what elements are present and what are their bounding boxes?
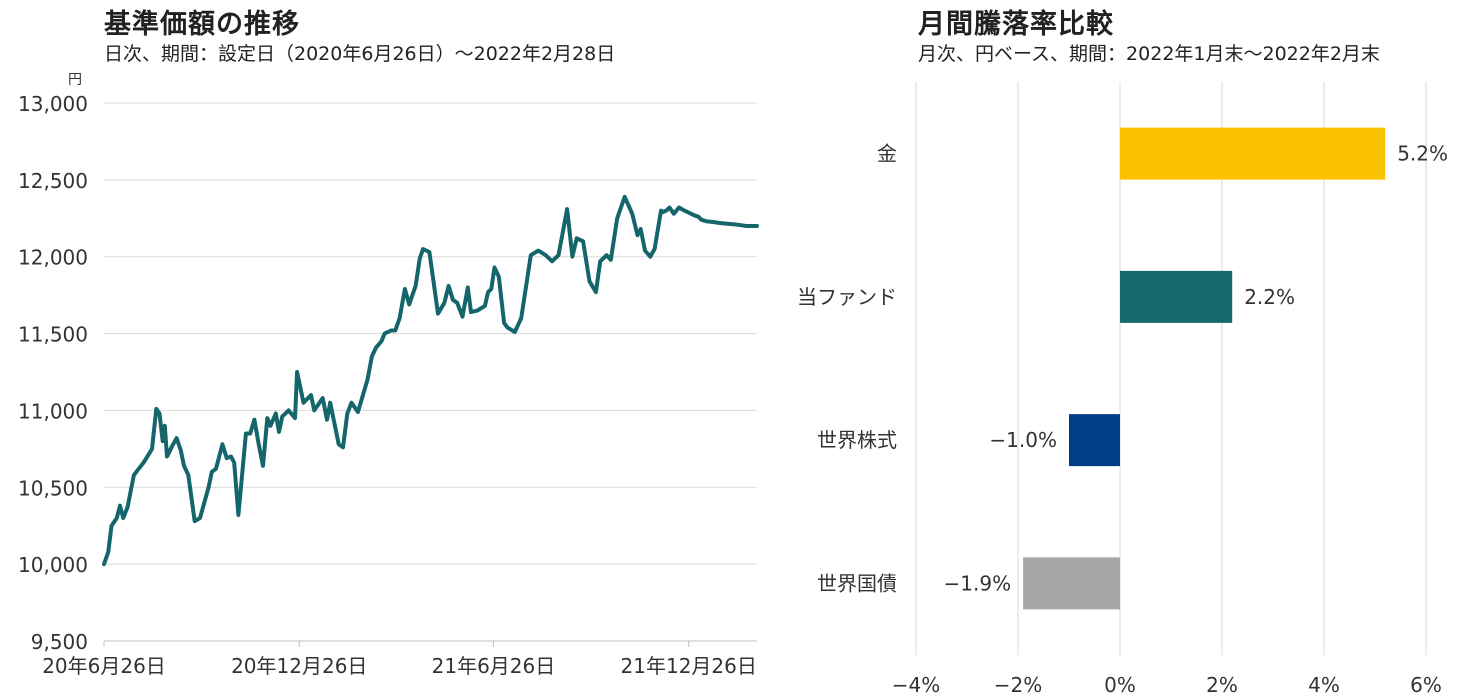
value-label: −1.0% — [989, 428, 1057, 452]
category-label: 世界国債 — [817, 571, 897, 595]
category-label: 金 — [877, 142, 897, 166]
category-label: 当ファンド — [797, 285, 897, 309]
value-label: −1.9% — [944, 571, 1012, 595]
bar-2 — [1120, 270, 1233, 323]
bar-3 — [1069, 414, 1120, 467]
line-chart-subtitle: 日次、期間：設定日（2020年6月26日）～2022年2月28日 — [104, 43, 616, 65]
y-tick-label: 13,000 — [18, 92, 88, 116]
y-tick-label: 12,500 — [18, 169, 88, 193]
bar-1 — [1120, 127, 1386, 180]
bar-4 — [1023, 557, 1120, 610]
bar-chart-title: 月間騰落率比較 — [918, 9, 1114, 40]
x-tick-label: 4% — [1308, 673, 1340, 697]
y-tick-label: 11,500 — [18, 323, 88, 347]
bar-chart-subtitle: 月次、円ベース、期間：2022年1月末～2022年2月末 — [918, 43, 1380, 65]
x-tick-label: −4% — [892, 673, 941, 697]
y-tick-label: 12,000 — [18, 246, 88, 270]
line-chart-title: 基準価額の推移 — [104, 9, 300, 40]
value-label: 5.2% — [1397, 142, 1448, 166]
x-tick-label: 2% — [1206, 673, 1238, 697]
bar-chart: −4% −2% 0% 2% 4% 6% 金 5.2% 当ファンド 2.2% 世界株式 −1.0% 世界国… — [797, 82, 1448, 697]
x-tick-label: 21年6月26日 — [432, 654, 556, 678]
y-tick-label: 9,500 — [31, 630, 88, 654]
x-tick-label: 20年12月26日 — [231, 654, 367, 678]
nav-series-line — [102, 194, 759, 567]
x-tick-label: 20年6月26日 — [42, 654, 166, 678]
x-tick-label: 21年12月26日 — [621, 654, 757, 678]
x-tick-label: 6% — [1410, 673, 1442, 697]
x-tick-label: 0% — [1104, 673, 1136, 697]
category-label: 世界株式 — [817, 428, 897, 452]
line-chart: 13,000 12,500 12,000 11,500 11,000 10,500 10,0… — [18, 92, 759, 678]
y-axis-unit-label: 円 — [68, 72, 82, 88]
value-label: 2.2% — [1244, 285, 1295, 309]
x-tick-label: −2% — [994, 673, 1043, 697]
y-tick-label: 10,000 — [18, 553, 88, 577]
y-tick-label: 11,000 — [18, 399, 88, 423]
y-tick-label: 10,500 — [18, 476, 88, 500]
